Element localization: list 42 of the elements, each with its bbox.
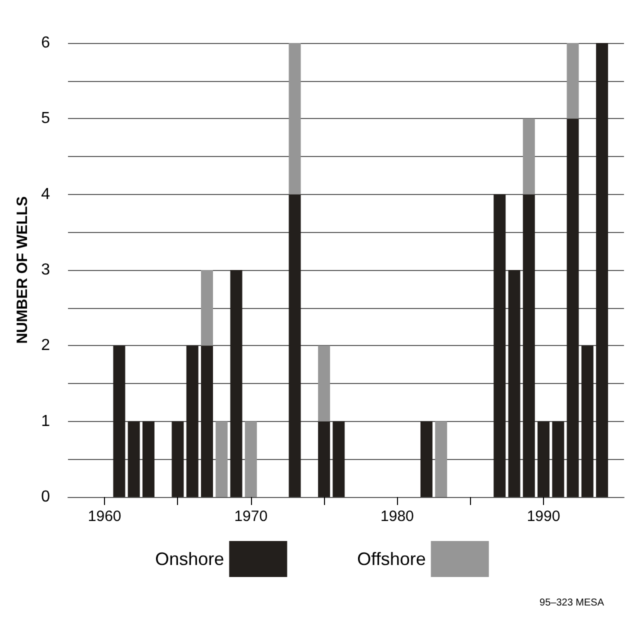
legend-label: Onshore bbox=[155, 549, 224, 569]
bar bbox=[581, 346, 594, 497]
bar bbox=[318, 421, 330, 497]
bar bbox=[128, 421, 140, 497]
bar bbox=[230, 270, 242, 497]
bar bbox=[201, 270, 213, 346]
legend-label: Offshore bbox=[357, 549, 426, 569]
bar bbox=[244, 421, 257, 497]
x-tick-label: 1980 bbox=[380, 508, 414, 525]
x-tick-label: 1960 bbox=[88, 508, 122, 525]
bar bbox=[552, 421, 564, 497]
bar bbox=[522, 194, 535, 497]
bar bbox=[494, 194, 506, 497]
y-tick-label: 1 bbox=[41, 412, 50, 430]
bar bbox=[435, 421, 448, 497]
bar bbox=[113, 346, 126, 497]
bar bbox=[186, 346, 198, 497]
bar bbox=[522, 118, 535, 194]
bar bbox=[508, 270, 520, 497]
y-tick-label: 5 bbox=[41, 110, 50, 128]
y-tick-label: 0 bbox=[41, 488, 50, 506]
bar bbox=[142, 421, 154, 497]
bar bbox=[288, 43, 301, 194]
bar bbox=[420, 421, 432, 497]
bar bbox=[318, 346, 330, 422]
text: 95–323 MESA bbox=[540, 598, 604, 608]
bar bbox=[288, 194, 301, 497]
bar bbox=[332, 421, 345, 497]
bar bbox=[216, 421, 228, 497]
y-tick-label: 3 bbox=[41, 262, 50, 278]
bar bbox=[566, 43, 579, 119]
bar bbox=[201, 346, 213, 497]
y-tick-label: 4 bbox=[41, 186, 50, 203]
y-axis-title: NUMBER OF WELLS bbox=[14, 196, 31, 344]
bar bbox=[596, 43, 608, 497]
x-tick-label: 1970 bbox=[234, 508, 268, 525]
bar bbox=[538, 421, 550, 497]
y-tick-label: 6 bbox=[41, 34, 50, 52]
x-tick-label: 1990 bbox=[526, 508, 560, 525]
y-tick-label: 2 bbox=[41, 337, 50, 354]
bar bbox=[172, 421, 184, 497]
bar bbox=[566, 118, 579, 497]
